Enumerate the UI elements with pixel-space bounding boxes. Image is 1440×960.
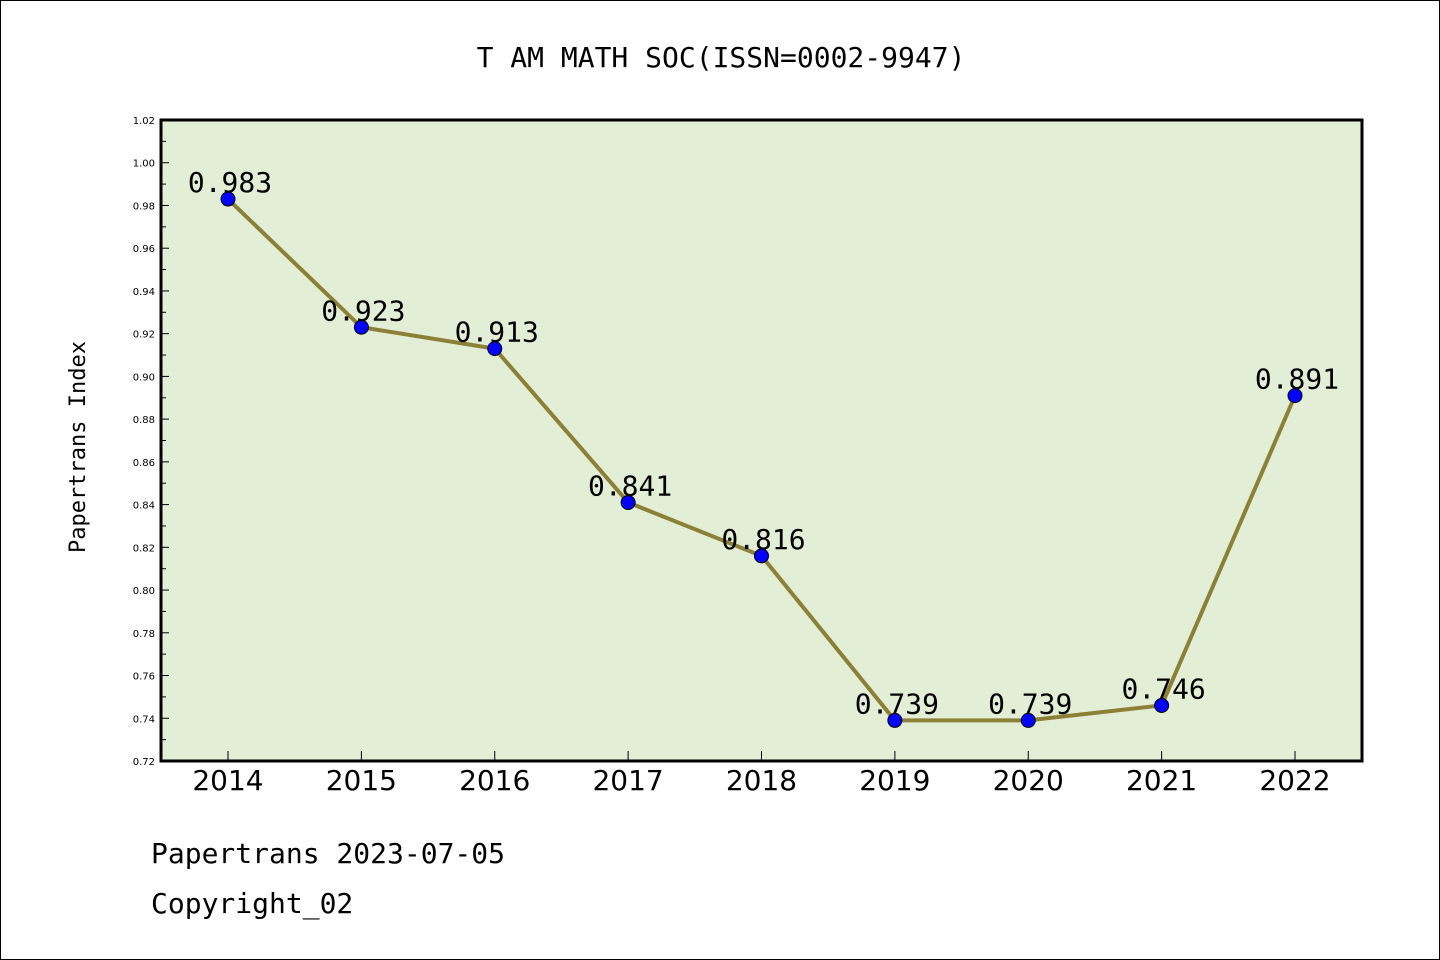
y-tick-label: 0.96 (133, 244, 155, 255)
y-tick-label: 0.78 (133, 629, 155, 640)
plot-frame (159, 118, 1364, 763)
data-point (620, 494, 636, 510)
x-tick-label: 2020 (993, 764, 1064, 797)
x-tick-label: 2019 (859, 764, 930, 797)
data-label: 0.983 (188, 166, 272, 199)
data-label: 0.739 (855, 687, 939, 720)
x-axis-ticks: 2014 2015 2016 2017 2018 2019 2020 2021 2022 (192, 751, 1331, 797)
footer-copyright: Copyright_02 (151, 887, 354, 920)
data-point (353, 319, 369, 335)
data-markers (220, 191, 1303, 728)
data-point (220, 191, 236, 207)
data-label: 0.739 (988, 687, 1072, 720)
y-axis-label: Papertrans Index (66, 341, 91, 553)
data-point (1154, 697, 1170, 713)
plot-area (161, 120, 1362, 761)
x-tick-label: 2017 (592, 764, 663, 797)
data-label: 0.913 (455, 316, 539, 349)
x-tick-label: 2022 (1259, 764, 1330, 797)
x-tick-label: 2015 (326, 764, 397, 797)
data-label: 0.816 (721, 523, 805, 556)
y-tick-label: 1.02 (133, 116, 155, 127)
x-tick-label: 2016 (459, 764, 530, 797)
data-point (1287, 388, 1303, 404)
y-tick-label: 0.98 (133, 201, 155, 212)
y-tick-label: 0.92 (133, 330, 155, 341)
data-point (754, 548, 769, 564)
data-point (887, 712, 903, 728)
y-tick-label: 0.86 (133, 458, 155, 469)
data-point (487, 341, 503, 357)
data-point (1020, 712, 1036, 728)
data-label: 0.841 (588, 469, 672, 502)
x-tick-label: 2018 (726, 764, 797, 797)
y-tick-label: 0.72 (133, 757, 155, 768)
y-tick-label: 0.76 (133, 672, 155, 683)
y-tick-label: 1.00 (133, 159, 155, 170)
data-labels: 0.983 0.923 0.913 0.841 0.816 0.739 0.739 0.746… (188, 166, 1339, 720)
y-tick-label: 0.82 (133, 543, 155, 554)
data-label: 0.923 (321, 294, 405, 327)
data-label: 0.746 (1121, 672, 1205, 705)
y-tick-label: 0.90 (133, 372, 155, 383)
y-axis-ticks: 0.72 0.74 0.76 0.78 0.80 0.82 0.84 0.86 0.88 0.90… (133, 116, 169, 768)
y-tick-label: 0.80 (133, 586, 155, 597)
x-tick-label: 2014 (192, 764, 263, 797)
data-label: 0.891 (1255, 363, 1339, 396)
x-tick-label: 2021 (1126, 764, 1197, 797)
y-tick-label: 0.88 (133, 415, 155, 426)
y-tick-label: 0.94 (133, 287, 155, 298)
y-tick-label: 0.84 (133, 501, 155, 512)
footer-date: Papertrans 2023-07-05 (151, 837, 506, 870)
chart-title: T AM MATH SOC(ISSN=0002-9947) (477, 41, 966, 74)
y-tick-label: 0.74 (133, 714, 155, 725)
